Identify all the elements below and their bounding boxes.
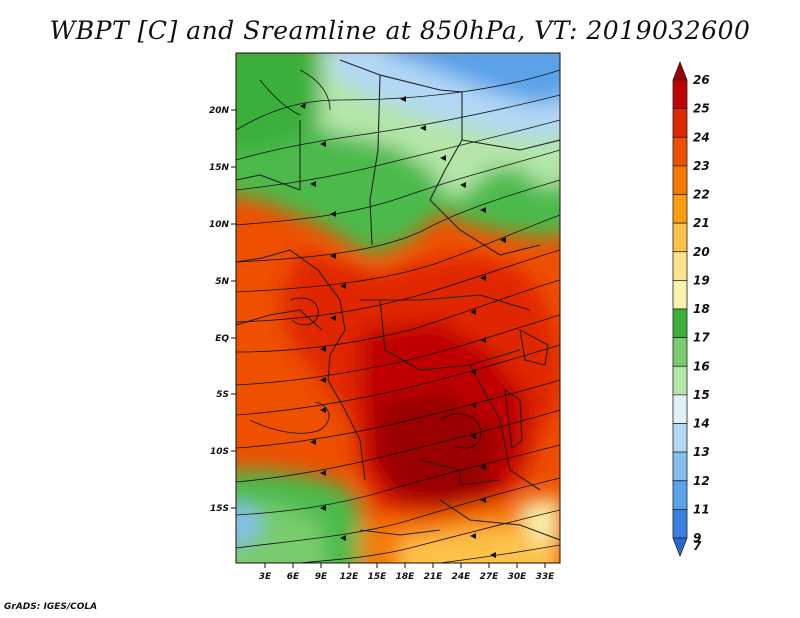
colorbar-label: 25 [693,102,710,116]
colorbar-swatch [672,308,688,339]
colorbar-label: 20 [693,245,710,259]
colorbar-label: 21 [693,216,710,230]
colorbar: 26 25 24 23 22 21 20 19 18 17 16 15 14 13 12 11 97 [672,60,710,558]
lon-label: 30E [508,572,528,582]
lat-label: 20N [209,106,230,116]
lat-label: EQ [215,334,229,344]
lat-label: 15S [210,504,229,514]
lon-label: 15E [368,572,388,582]
chart-title: WBPT [C] and Sreamline at 850hPa, VT: 20… [49,16,751,45]
lon-label: 9E [315,572,328,582]
colorbar-swatch [672,165,688,195]
colorbar-label: 16 [693,359,710,373]
colorbar-label: 22 [693,188,710,202]
colorbar-swatch [672,337,688,367]
colorbar-label: 9 [693,531,701,545]
streamline-arrows [300,96,506,558]
lon-label: 12E [340,572,360,582]
colorbar-label: 24 [693,130,710,144]
lon-label: 18E [396,572,416,582]
colorbar-swatch [672,136,688,167]
lon-label: 3E [259,572,272,582]
lon-label: 33E [536,572,556,582]
colorbar-label: 15 [693,388,710,402]
colorbar-swatch [672,537,688,558]
wbpt-field [236,53,560,563]
lon-label: 27E [480,572,500,582]
colorbar-label: 17 [693,331,710,345]
lon-label: 21E [424,572,444,582]
lon-label: 6E [287,572,300,582]
longitude-axis: 3E 6E 9E 12E 15E 18E 21E 24E 27E 30E 33E [259,563,555,582]
colorbar-swatch [672,365,688,396]
lat-label: 15N [209,163,230,173]
colorbar-swatch [672,222,688,253]
colorbar-label: 23 [693,159,710,173]
colorbar-label: 7 [693,539,702,553]
lat-label: 5S [216,390,229,400]
colorbar-swatch [672,60,688,81]
colorbar-label: 12 [693,474,710,488]
lon-label: 24E [452,572,472,582]
colorbar-swatch [672,279,688,310]
colorbar-swatch [672,108,688,138]
latitude-axis: 20N 15N 10N 5N EQ 5S 10S 15S [209,106,236,514]
colorbar-label: 11 [693,502,710,516]
colorbar-label: 26 [693,73,710,87]
grads-credit: GrADS: IGES/COLA [4,602,98,612]
lat-label: 10N [209,220,230,230]
colorbar-swatch [672,423,688,453]
lat-label: 5N [215,277,229,287]
colorbar-label: 18 [693,302,710,316]
colorbar-label: 14 [693,417,710,431]
colorbar-swatch [672,480,688,510]
streamlines [236,69,560,563]
colorbar-label: 13 [693,445,710,459]
map-frame [235,52,561,564]
colorbar-swatch [672,79,688,110]
colorbar-swatch [672,451,688,482]
colorbar-swatch [672,251,688,281]
colorbar-label: 19 [693,273,710,287]
colorbar-swatch [672,394,688,424]
colorbar-swatch [672,194,688,224]
colorbar-swatch [672,508,688,539]
lat-label: 10S [210,447,229,457]
